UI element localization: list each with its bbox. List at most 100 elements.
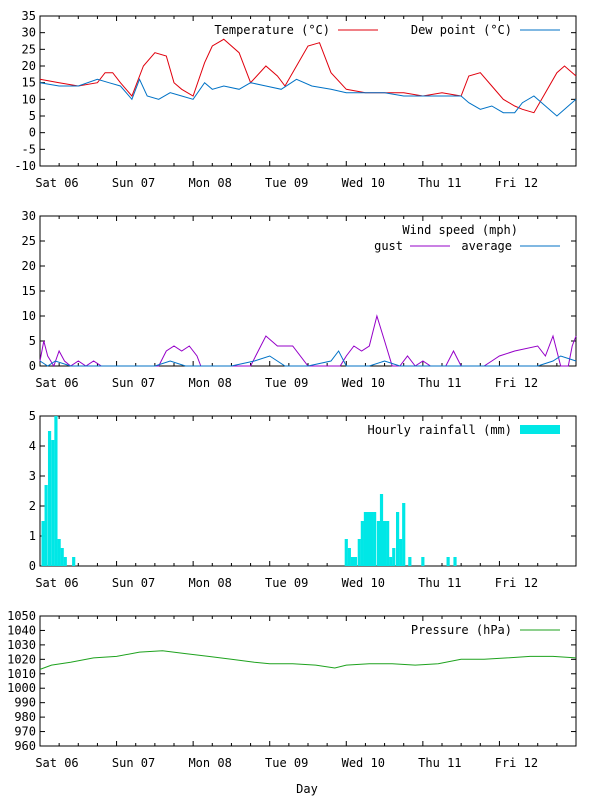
legend-label-gust: gust <box>374 239 403 253</box>
x-tick-label-pres: Thu 11 <box>418 756 461 770</box>
y-tick-label-wind: 30 <box>22 209 36 223</box>
series-line-gust <box>39 314 577 368</box>
y-tick-label-temp: 5 <box>29 109 36 123</box>
x-tick-label-wind: Thu 11 <box>418 376 461 390</box>
x-tick-label-rain: Thu 11 <box>418 576 461 590</box>
x-tick-label-rain: Sat 06 <box>35 576 78 590</box>
x-tick-label-pres: Sun 07 <box>112 756 155 770</box>
y-tick-label-wind: 10 <box>22 309 36 323</box>
y-tick-label-rain: 3 <box>29 469 36 483</box>
y-tick-label-wind: 5 <box>29 334 36 348</box>
rainfall-bar <box>408 557 412 566</box>
rainfall-bar <box>453 557 457 566</box>
y-tick-label-rain: 1 <box>29 529 36 543</box>
rainfall-bar <box>389 557 393 566</box>
y-tick-label-pres: 980 <box>14 710 36 724</box>
y-tick-label-rain: 4 <box>29 439 36 453</box>
x-tick-label-rain: Mon 08 <box>188 576 231 590</box>
rainfall-bar <box>344 539 348 566</box>
y-tick-label-pres: 1000 <box>7 681 36 695</box>
x-tick-label-pres: Tue 09 <box>265 756 308 770</box>
rainfall-bar <box>369 512 374 566</box>
series-line-temperature <box>39 38 577 114</box>
rainfall-bar <box>51 440 55 566</box>
rainfall-bar <box>379 494 384 566</box>
x-tick-label-wind: Mon 08 <box>188 376 231 390</box>
y-tick-label-temp: 0 <box>29 126 36 140</box>
series-line-average <box>39 350 577 367</box>
legend-label-temperature: Temperature (°C) <box>214 23 330 37</box>
y-tick-label-pres: 990 <box>14 696 36 710</box>
y-tick-label-pres: 1020 <box>7 652 36 666</box>
y-tick-label-pres: 1030 <box>7 638 36 652</box>
rainfall-bar <box>363 512 368 566</box>
y-tick-label-wind: 0 <box>29 359 36 373</box>
rainfall-bar <box>60 548 64 566</box>
x-tick-label-temp: Sat 06 <box>35 176 78 190</box>
y-tick-label-pres: 1050 <box>7 609 36 623</box>
y-tick-label-temp: -10 <box>14 159 36 173</box>
rainfall-bar <box>402 503 406 566</box>
y-tick-label-wind: 20 <box>22 259 36 273</box>
rainfall-bar <box>72 557 76 566</box>
y-tick-label-temp: 15 <box>22 76 36 90</box>
series-line-dew-point <box>39 78 577 117</box>
rainfall-bar <box>360 521 364 566</box>
x-tick-label-pres: Mon 08 <box>188 756 231 770</box>
legend-label-rainfall: Hourly rainfall (mm) <box>368 423 513 437</box>
rainfall-bar <box>399 539 403 566</box>
y-tick-label-pres: 970 <box>14 725 36 739</box>
rainfall-bar <box>54 416 58 566</box>
x-tick-label-wind: Fri 12 <box>495 376 538 390</box>
x-tick-label-temp: Sun 07 <box>112 176 155 190</box>
legend-swatch-rainfall <box>520 425 560 434</box>
rainfall-bar <box>392 548 396 566</box>
plot-frame-rain <box>39 415 577 567</box>
y-tick-label-temp: -5 <box>22 142 36 156</box>
x-tick-label-rain: Fri 12 <box>495 576 538 590</box>
x-tick-label-wind: Sat 06 <box>35 376 78 390</box>
y-tick-label-rain: 2 <box>29 499 36 513</box>
y-tick-label-rain: 0 <box>29 559 36 573</box>
rainfall-bar <box>63 557 67 566</box>
x-tick-label-temp: Wed 10 <box>342 176 385 190</box>
legend-label-dew-point: Dew point (°C) <box>411 23 512 37</box>
rainfall-bar <box>376 521 381 566</box>
y-tick-label-wind: 25 <box>22 234 36 248</box>
x-tick-label-temp: Mon 08 <box>188 176 231 190</box>
y-tick-label-pres: 1010 <box>7 667 36 681</box>
y-tick-label-pres: 960 <box>14 739 36 753</box>
rainfall-bar <box>41 521 45 566</box>
x-tick-label-wind: Sun 07 <box>112 376 155 390</box>
series-line-pressure <box>39 650 577 670</box>
rainfall-bar <box>421 557 425 566</box>
y-tick-label-temp: 20 <box>22 59 36 73</box>
x-tick-label-temp: Thu 11 <box>418 176 461 190</box>
rainfall-bar <box>44 485 48 566</box>
legend-label-average: average <box>461 239 512 253</box>
legend-label-pressure: Pressure (hPa) <box>411 623 512 637</box>
rainfall-bar <box>47 431 52 566</box>
y-tick-label-pres: 1040 <box>7 623 36 637</box>
y-tick-label-temp: 10 <box>22 92 36 106</box>
rainfall-bar <box>353 557 358 566</box>
x-tick-label-temp: Tue 09 <box>265 176 308 190</box>
rainfall-bar <box>366 512 371 566</box>
x-tick-label-pres: Sat 06 <box>35 756 78 770</box>
x-tick-label-temp: Fri 12 <box>495 176 538 190</box>
legend-title-wind: Wind speed (mph) <box>402 223 518 237</box>
y-tick-label-wind: 15 <box>22 284 36 298</box>
rainfall-bar <box>386 521 390 566</box>
rainfall-bar <box>446 557 450 566</box>
x-tick-label-pres: Fri 12 <box>495 756 538 770</box>
rainfall-bar <box>373 512 377 566</box>
x-tick-label-rain: Tue 09 <box>265 576 308 590</box>
x-tick-label-rain: Sun 07 <box>112 576 155 590</box>
y-tick-label-temp: 30 <box>22 26 36 40</box>
y-tick-label-rain: 5 <box>29 409 36 423</box>
x-tick-label-wind: Wed 10 <box>342 376 385 390</box>
x-tick-label-wind: Tue 09 <box>265 376 308 390</box>
x-tick-label-rain: Wed 10 <box>342 576 385 590</box>
